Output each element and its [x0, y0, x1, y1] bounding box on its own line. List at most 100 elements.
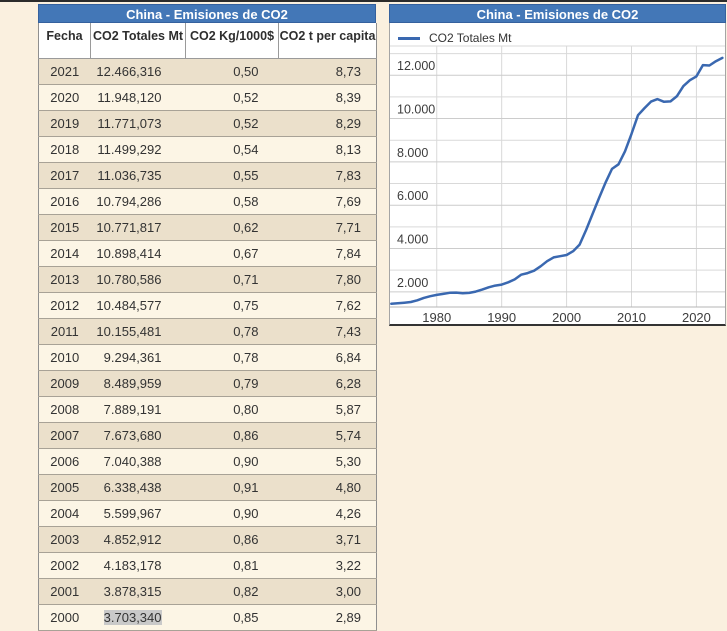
year-cell: 2002	[38, 551, 91, 578]
year-cell: 2013	[38, 265, 91, 292]
table-row: 2007 7.673,680 0,86 5,74	[38, 421, 377, 448]
x-tick-label: 1990	[487, 310, 516, 325]
y-tick-label: 6.000	[397, 189, 428, 203]
value-cell: 7,71	[278, 213, 377, 240]
year-cell: 2016	[38, 187, 91, 214]
value-cell: 9.294,361	[90, 343, 186, 370]
table-body: 2021 12.466,316 0,50 8,73 2020 11.948,120 0,52…	[38, 58, 377, 631]
table-row: 2020 11.948,120 0,52 8,39	[38, 83, 377, 110]
value-cell: 0,90	[185, 499, 279, 526]
table-row: 2013 10.780,586 0,71 7,80	[38, 265, 377, 292]
value-cell: 0,54	[185, 135, 279, 162]
legend-line-swatch	[398, 36, 420, 40]
value-cell: 5,87	[278, 395, 377, 422]
x-tick-label: 2020	[682, 310, 711, 325]
column-header-totales: CO2 Totales Mt	[90, 23, 186, 59]
value-cell: 0,55	[185, 161, 279, 188]
table-row: 2011 10.155,481 0,78 7,43	[38, 317, 377, 344]
y-tick-label: 4.000	[397, 233, 428, 247]
year-cell: 2004	[38, 499, 91, 526]
value-cell: 10.771,817	[90, 213, 186, 240]
co2-table: Fecha CO2 Totales Mt CO2 Kg/1000$ CO2 t …	[38, 23, 377, 631]
table-row: 2009 8.489,959 0,79 6,28	[38, 369, 377, 396]
value-cell: 0,52	[185, 109, 279, 136]
value-cell: 0,80	[185, 395, 279, 422]
legend-label: CO2 Totales Mt	[429, 31, 512, 45]
year-cell: 2020	[38, 83, 91, 110]
co2-chart-panel: China - Emisiones de CO2 CO2 Totales Mt …	[389, 4, 726, 326]
table-row: 2004 5.599,967 0,90 4,26	[38, 499, 377, 526]
table-row: 2002 4.183,178 0,81 3,22	[38, 551, 377, 578]
x-tick-label: 2010	[617, 310, 646, 325]
value-cell: 6,84	[278, 343, 377, 370]
value-cell: 4.183,178	[90, 551, 186, 578]
year-cell: 2001	[38, 577, 91, 604]
year-cell: 2017	[38, 161, 91, 188]
value-cell: 3,00	[278, 577, 377, 604]
year-cell: 2000	[38, 603, 91, 630]
table-title: China - Emisiones de CO2	[38, 4, 376, 23]
year-cell: 2018	[38, 135, 91, 162]
value-cell: 11.036,735	[90, 161, 186, 188]
selected-text: 3.703,340	[103, 609, 162, 625]
table-row: 2012 10.484,577 0,75 7,62	[38, 291, 377, 318]
value-cell: 0,58	[185, 187, 279, 214]
value-cell: 3.703,340	[90, 603, 186, 630]
value-cell: 0,67	[185, 239, 279, 266]
table-row: 2021 12.466,316 0,50 8,73	[38, 58, 377, 84]
y-tick-label: 2.000	[397, 276, 428, 290]
year-cell: 2003	[38, 525, 91, 552]
value-cell: 7,62	[278, 291, 377, 318]
value-cell: 10.780,586	[90, 265, 186, 292]
year-cell: 2011	[38, 317, 91, 344]
value-cell: 2,89	[278, 603, 377, 630]
x-tick-label: 2000	[552, 310, 581, 325]
value-cell: 7,84	[278, 239, 377, 266]
value-cell: 7,80	[278, 265, 377, 292]
year-cell: 2010	[38, 343, 91, 370]
value-cell: 8.489,959	[90, 369, 186, 396]
value-cell: 3,71	[278, 525, 377, 552]
year-cell: 2019	[38, 109, 91, 136]
table-row: 2018 11.499,292 0,54 8,13	[38, 135, 377, 162]
value-cell: 5.599,967	[90, 499, 186, 526]
table-row: 2000 3.703,340 0,85 2,89	[38, 603, 377, 630]
table-row: 2015 10.771,817 0,62 7,71	[38, 213, 377, 240]
value-cell: 0,79	[185, 369, 279, 396]
year-cell: 2012	[38, 291, 91, 318]
value-cell: 10.484,577	[90, 291, 186, 318]
value-cell: 0,86	[185, 525, 279, 552]
value-cell: 11.499,292	[90, 135, 186, 162]
value-cell: 0,78	[185, 317, 279, 344]
value-cell: 10.794,286	[90, 187, 186, 214]
value-cell: 4,80	[278, 473, 377, 500]
value-cell: 8,13	[278, 135, 377, 162]
table-row: 2019 11.771,073 0,52 8,29	[38, 109, 377, 136]
column-header-kg1000: CO2 Kg/1000$	[185, 23, 279, 59]
value-cell: 8,73	[335, 63, 361, 79]
table-row: 2001 3.878,315 0,82 3,00	[38, 577, 377, 604]
value-cell: 0,86	[185, 421, 279, 448]
value-cell: 0,71	[185, 265, 279, 292]
table-header: Fecha CO2 Totales Mt CO2 Kg/1000$ CO2 t …	[38, 23, 377, 59]
co2-table-panel: China - Emisiones de CO2 Fecha CO2 Total…	[38, 4, 377, 631]
year-cell: 2006	[38, 447, 91, 474]
value-cell: 0,81	[185, 551, 279, 578]
value-cell: 7,69	[278, 187, 377, 214]
year-cell: 2007	[38, 421, 91, 448]
year-cell: 2008	[38, 395, 91, 422]
value-cell: 11.948,120	[90, 83, 186, 110]
value-cell: 6,28	[278, 369, 377, 396]
table-row: 2017 11.036,735 0,55 7,83	[38, 161, 377, 188]
value-cell: 0,50	[233, 63, 259, 79]
y-tick-label: 10.000	[397, 103, 435, 117]
value-cell: 4.852,912	[90, 525, 186, 552]
value-cell: 0,85	[185, 603, 279, 630]
value-cell: 7.673,680	[90, 421, 186, 448]
value-cell: 0,78	[185, 343, 279, 370]
value-cell: 5,30	[278, 447, 377, 474]
year-cell: 2021	[50, 63, 80, 79]
column-header-percapita: CO2 t per capita	[278, 23, 377, 59]
value-cell: 0,91	[185, 473, 279, 500]
table-row: 2005 6.338,438 0,91 4,80	[38, 473, 377, 500]
